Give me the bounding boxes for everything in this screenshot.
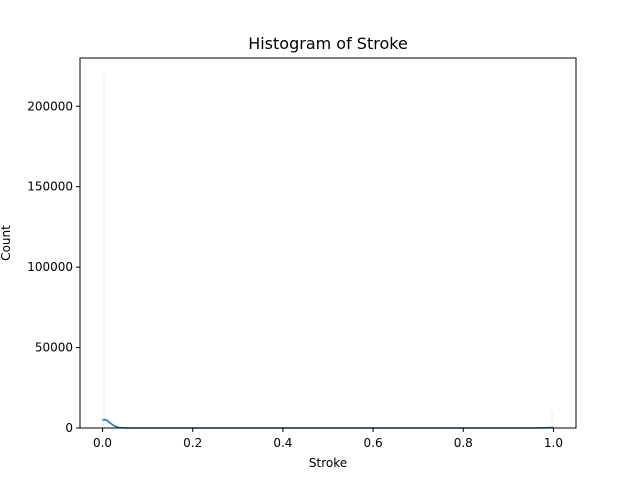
kde-curve [102, 418, 554, 429]
x-tick-label: 0.6 [364, 436, 383, 450]
y-tick-label: 50000 [35, 341, 73, 355]
y-tick-label: 0 [65, 421, 73, 435]
y-tick-label: 100000 [27, 260, 73, 274]
x-axis-label: Stroke [309, 456, 347, 470]
x-tick-label: 0.2 [183, 436, 202, 450]
x-tick-label: 0.8 [454, 436, 473, 450]
chart-title: Histogram of Stroke [248, 34, 408, 53]
y-axis-label: Count [0, 225, 13, 261]
x-tick-label: 0.4 [273, 436, 292, 450]
histogram-bars [102, 74, 554, 428]
x-tick-label: 0.0 [93, 436, 112, 450]
x-tick-label: 1.0 [544, 436, 563, 450]
histogram-bar-1 [551, 411, 554, 428]
y-tick-label: 150000 [27, 180, 73, 194]
histogram-bar-0 [102, 74, 105, 428]
y-tick-label: 200000 [27, 99, 73, 113]
x-axis: 0.0 0.2 0.4 0.6 0.8 1.0 [93, 428, 563, 450]
y-axis: 0 50000 100000 150000 200000 [27, 99, 80, 435]
axes-frame [79, 57, 577, 429]
